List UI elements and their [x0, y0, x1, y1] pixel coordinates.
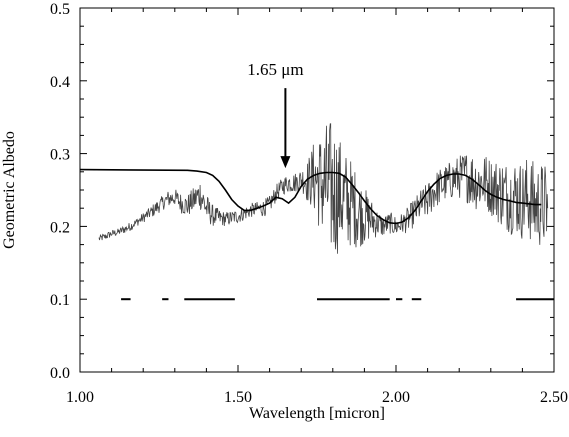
- y-tick-label: 0.5: [50, 1, 70, 18]
- tick-labels: 1.00 1.50 2.00 2.50 0.0 0.1 0.2 0.3 0.4 0.5: [50, 1, 568, 406]
- model-curve-line: [79, 168, 542, 225]
- series-lines: [79, 123, 549, 254]
- y-tick-label: 0.0: [50, 365, 70, 382]
- y-tick-label: 0.2: [50, 219, 70, 236]
- observed-spectrum-line: [98, 123, 549, 254]
- annotation-label: 1.65 μm: [247, 60, 303, 79]
- annotation-arrowhead: [280, 156, 291, 169]
- annotations: 1.65 μm: [247, 60, 304, 169]
- x-tick-label: 2.00: [382, 389, 410, 406]
- y-axis-title: Geometric Albedo: [1, 131, 18, 249]
- y-tick-label: 0.1: [50, 292, 70, 309]
- x-tick-label: 1.50: [224, 389, 252, 406]
- x-tick-label: 1.00: [66, 389, 94, 406]
- y-tick-label: 0.3: [50, 147, 70, 164]
- x-axis-title: Wavelength [micron]: [249, 405, 385, 422]
- y-tick-label: 0.4: [50, 74, 70, 91]
- plot-frame: [79, 7, 555, 373]
- axis-ticks: [79, 7, 555, 373]
- x-tick-label: 2.50: [540, 389, 568, 406]
